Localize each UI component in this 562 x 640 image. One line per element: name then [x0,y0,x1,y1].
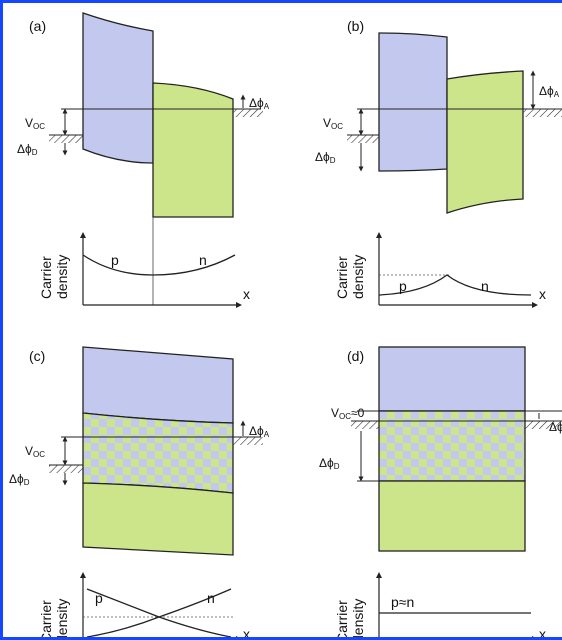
panel-b-n-label: n [481,278,489,294]
panel-b-label: (b) [347,18,364,34]
panel-c-voc-text: VOC [25,444,45,459]
panel-c-p-label: p [95,590,103,606]
panel-c-dphiA-text: ΔϕA [249,424,270,439]
panel-c-x-label: x [243,626,250,640]
panel-a: (a) VOC ΔϕA ΔϕD p n x Carrier density [17,12,270,308]
panel-b-contact-right [523,109,562,117]
panel-d-contact-left [351,421,379,429]
band-diagram-svg: (a) VOC ΔϕA ΔϕD p n x Carrier density (b… [9,12,562,640]
panel-a-contact-right [233,109,263,117]
panel-a-dphiD-text: ΔϕD [17,142,38,157]
panel-b-carrier-curve [378,274,532,296]
panel-a-n-label: n [199,252,207,268]
panel-a-contact-left [49,135,83,143]
panel-b-contact-left [347,135,379,143]
panel-b-ylabel-2: density [350,255,366,299]
panel-c-mixed-band [82,412,234,494]
panel-c-label: (c) [29,348,45,364]
panel-a-label: (a) [29,18,46,34]
panel-c-contact-right [233,437,263,445]
panel-d: (d) VOC≈0 Δϕ ΔϕD p≈n x Carrier density [319,346,562,640]
panel-d-pn-label: p≈n [391,594,414,610]
panel-a-dphiA-text: ΔϕA [249,96,270,111]
panel-a-x-label: x [243,286,250,302]
panel-a-carrier-curve [82,254,236,276]
panel-b-voc-text: VOC [323,116,343,131]
panel-c-ylabel-1: Carrier [38,600,54,640]
panel-c-n-curve [86,588,232,637]
panel-d-dphiD-text: ΔϕD [319,456,340,471]
panel-b-ylabel-1: Carrier [334,256,350,299]
panel-d-voc-text: VOC≈0 [331,406,365,421]
panel-c-blue-band [82,346,234,424]
panel-c-dphiD-text: ΔϕD [9,472,30,487]
panel-d-green-band [378,480,526,552]
panel-c-n-label: n [207,590,215,606]
panel-b-p-label: p [399,278,407,294]
panel-c-ylabel-2: density [54,599,70,640]
panel-d-dphiA-text: Δϕ [549,420,562,434]
panel-b-p-band [378,32,448,172]
panel-a-p-label: p [111,252,119,268]
panel-a-voc-text: VOC [25,116,45,131]
panel-c-contact-left [49,465,83,473]
panel-a-p-band [82,12,154,164]
panel-c-green-band [82,482,234,556]
panel-d-contact-right [525,421,562,429]
panel-a-ylabel-2: density [54,255,70,299]
panel-d-x-label: x [539,626,546,640]
panel-a-n-band [152,82,234,218]
panel-d-ylabel-1: Carrier [334,600,350,640]
panel-d-blue-band [378,346,526,412]
panel-b-dphiD-text: ΔϕD [315,150,336,165]
panel-b-dphiA-text: ΔϕA [539,84,560,99]
panel-b: (b) VOC ΔϕA ΔϕD p n x Carrier density [315,18,562,308]
panel-a-ylabel-1: Carrier [38,256,54,299]
panel-c: (c) VOC ΔϕA ΔϕD p n x Carrier density [9,346,270,640]
panel-d-ylabel-2: density [350,599,366,640]
panel-b-n-band [446,70,524,214]
panel-b-x-label: x [539,286,546,302]
panel-d-label: (d) [347,348,364,364]
